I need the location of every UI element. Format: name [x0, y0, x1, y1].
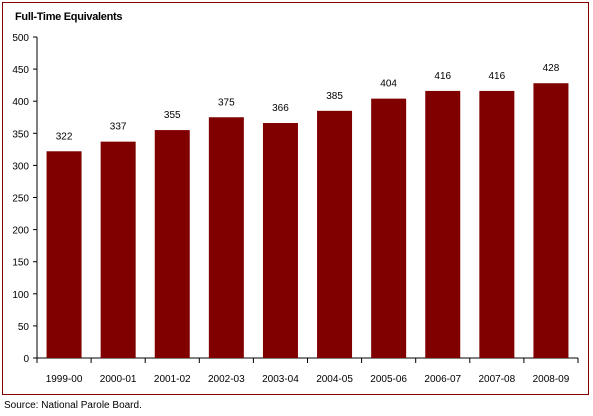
data-label-2003-04: 366	[272, 103, 289, 114]
y-tick-label: 250	[12, 194, 29, 205]
x-tick-label-2000-01: 2000-01	[100, 374, 137, 385]
bar-2006-07	[425, 90, 461, 358]
y-tick-label: 400	[12, 97, 29, 108]
bar-2007-08	[479, 90, 515, 358]
y-axis: 0 50 100 150 200 250 300 350 400 450 500	[12, 33, 38, 365]
x-axis: 1999-00 2000-01 2001-02 2002-03 2003-04 2004-…	[36, 357, 579, 385]
data-label-2007-08: 416	[489, 71, 506, 82]
x-tick-label-2008-09: 2008-09	[533, 374, 570, 385]
bar-2005-06	[371, 98, 407, 358]
x-tick-label-2007-08: 2007-08	[478, 374, 515, 385]
y-tick-label: 0	[23, 354, 29, 365]
bar-2008-09	[533, 83, 569, 358]
data-label-2000-01: 337	[110, 122, 127, 133]
bar-2002-03	[208, 117, 244, 358]
y-tick-label: 200	[12, 226, 29, 237]
bar-2003-04	[262, 123, 298, 358]
x-tick-label-2003-04: 2003-04	[262, 374, 299, 385]
data-label-2002-03: 375	[218, 97, 235, 108]
x-tick-label-1999-00: 1999-00	[46, 374, 83, 385]
x-tick-label-2006-07: 2006-07	[424, 374, 461, 385]
x-tick-label-2005-06: 2005-06	[370, 374, 407, 385]
data-labels: 322 337 355 375 366 385 404 416 416 428	[56, 63, 560, 142]
data-label-2004-05: 385	[326, 91, 343, 102]
data-label-2008-09: 428	[543, 63, 560, 74]
x-tick-label-2001-02: 2001-02	[154, 374, 191, 385]
y-tick-label: 350	[12, 129, 29, 140]
bar-2000-01	[100, 141, 136, 358]
bar-1999-00	[46, 151, 82, 358]
y-tick-label: 450	[12, 65, 29, 76]
bars	[46, 83, 569, 358]
y-tick-label: 500	[12, 33, 29, 44]
y-tick-label: 100	[12, 290, 29, 301]
y-tick-label: 150	[12, 258, 29, 269]
y-tick-label: 300	[12, 161, 29, 172]
data-label-2006-07: 416	[434, 71, 451, 82]
x-tick-label-2004-05: 2004-05	[316, 374, 353, 385]
chart-title: Full-Time Equivalents	[15, 11, 123, 23]
bar-2004-05	[317, 110, 353, 358]
y-tick-label: 50	[18, 322, 30, 333]
data-label-2001-02: 355	[164, 110, 181, 121]
source-note: Source: National Parole Board.	[4, 400, 142, 411]
data-label-1999-00: 322	[56, 131, 73, 142]
x-tick-label-2002-03: 2002-03	[208, 374, 245, 385]
data-label-2005-06: 404	[380, 79, 397, 90]
bar-2001-02	[154, 130, 190, 358]
